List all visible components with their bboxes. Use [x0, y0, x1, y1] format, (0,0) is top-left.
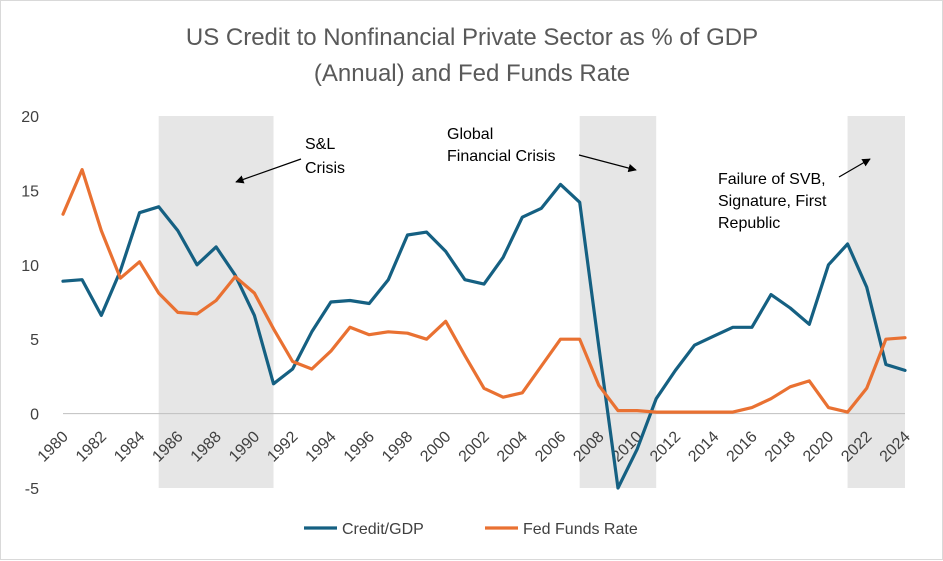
y-tick-label-5: 5	[30, 332, 39, 349]
x-tick-label-2020: 2020	[800, 428, 837, 465]
x-tick-label-2018: 2018	[762, 428, 799, 465]
y-tick-label-10: 10	[21, 258, 39, 275]
x-tick-label-1996: 1996	[341, 428, 378, 465]
chart-title-line-1: US Credit to Nonfinancial Private Sector…	[186, 24, 758, 51]
annotation-sl-line-1: S&L	[305, 136, 335, 153]
x-tick-label-2002: 2002	[456, 428, 493, 465]
x-tick-label-2004: 2004	[494, 428, 531, 465]
x-tick-label-2000: 2000	[417, 428, 454, 465]
x-tick-label-1998: 1998	[379, 428, 416, 465]
x-tick-label-2014: 2014	[685, 428, 722, 465]
x-tick-label-2006: 2006	[532, 428, 569, 465]
x-tick-label-1982: 1982	[73, 428, 110, 465]
legend-label-fed-funds-rate: Fed Funds Rate	[523, 521, 638, 538]
y-tick-label-15: 15	[21, 183, 39, 200]
chart-title-line-2: (Annual) and Fed Funds Rate	[314, 60, 630, 87]
annotation-svb-line-2: Signature, First	[718, 193, 827, 210]
x-tick-label-2016: 2016	[724, 428, 761, 465]
annotation-svb-arrow	[838, 158, 871, 178]
y-tick-label-0: 0	[30, 407, 39, 424]
series-line-credit-gdp	[61, 182, 907, 490]
x-tick-label-1980: 1980	[35, 428, 72, 465]
series-line-fed-funds-rate	[61, 168, 907, 414]
annotation-svb-line-1: Failure of SVB,	[718, 171, 826, 188]
y-tick-label-20: 20	[21, 109, 39, 126]
annotation-sl-line-2: Crisis	[305, 160, 345, 177]
recession-shade-3	[847, 116, 905, 488]
x-tick-label-1994: 1994	[303, 428, 340, 465]
annotation-sl-arrow	[235, 158, 302, 184]
x-tick-label-1984: 1984	[111, 428, 148, 465]
y-tick-label--5: -5	[25, 481, 39, 498]
annotation-svb-line-3: Republic	[718, 215, 780, 232]
legend-label-credit-gdp: Credit/GDP	[342, 521, 424, 538]
annotation-gfc-arrow	[578, 154, 637, 173]
annotation-gfc-line-2: Financial Crisis	[447, 148, 555, 165]
annotation-gfc-line-1: Global	[447, 126, 493, 143]
